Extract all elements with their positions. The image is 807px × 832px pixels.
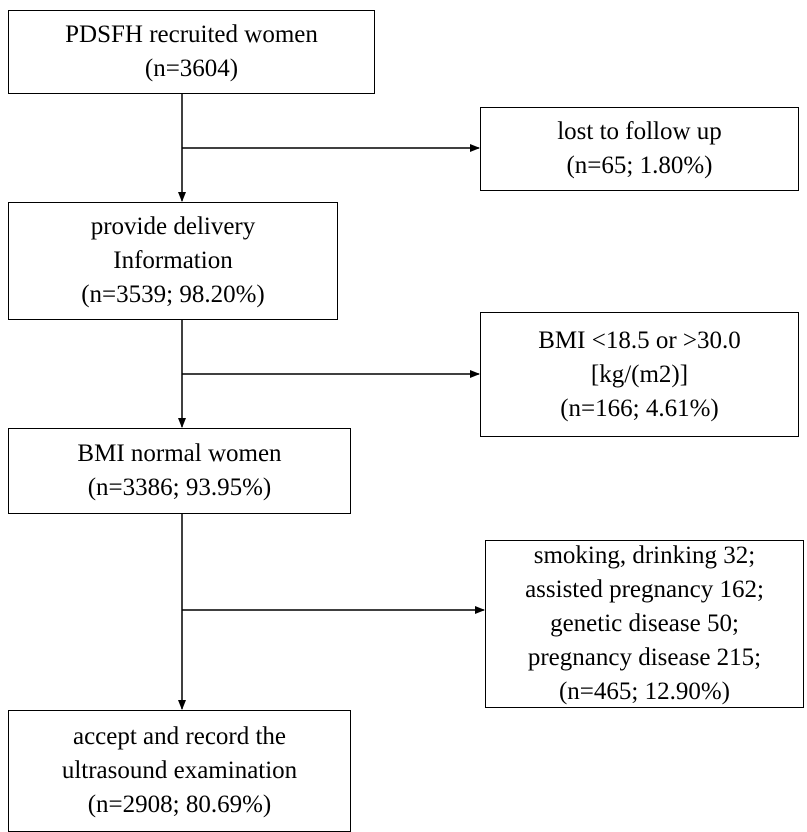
box-line: smoking, drinking 32; — [533, 542, 756, 569]
box-line: pregnancy disease 215; — [527, 644, 762, 671]
box-bmi-normal: BMI normal women (n=3386; 93.95%) — [8, 428, 351, 514]
box-line: PDSFH recruited women — [65, 21, 318, 48]
box-line: BMI normal women — [77, 440, 282, 467]
box-line: accept and record the — [72, 723, 287, 750]
box-line: provide delivery — [90, 213, 256, 240]
box-line: (n=3604) — [144, 55, 239, 82]
box-line: ultrasound examination — [61, 757, 298, 784]
box-line: (n=3539; 98.20%) — [81, 281, 265, 308]
box-line: [kg/(m2)] — [590, 360, 689, 388]
box-bmi-excluded: BMI <18.5 or >30.0 [kg/(m2)] (n=166; 4.6… — [480, 312, 799, 437]
box-line: (n=2908; 80.69%) — [87, 791, 272, 818]
box-line: genetic disease 50; — [550, 610, 739, 637]
box-line: (n=166; 4.61%) — [560, 394, 719, 422]
box-lost-follow-up: lost to follow up (n=65; 1.80%) — [480, 107, 799, 191]
box-other-exclusions: smoking, drinking 32; assisted pregnancy… — [485, 540, 804, 708]
box-line: BMI <18.5 or >30.0 — [538, 326, 741, 354]
box-recruited: PDSFH recruited women (n=3604) — [8, 10, 375, 94]
box-line: (n=465; 12.90%) — [558, 678, 731, 705]
box-line: lost to follow up — [557, 118, 722, 145]
box-line: (n=65; 1.80%) — [566, 152, 713, 179]
box-line: assisted pregnancy 162; — [525, 576, 764, 603]
box-line: Information — [113, 247, 233, 274]
box-line: (n=3386; 93.95%) — [87, 474, 272, 501]
box-ultrasound: accept and record the ultrasound examina… — [8, 710, 351, 832]
box-delivery-info: provide delivery Information (n=3539; 98… — [8, 202, 338, 320]
